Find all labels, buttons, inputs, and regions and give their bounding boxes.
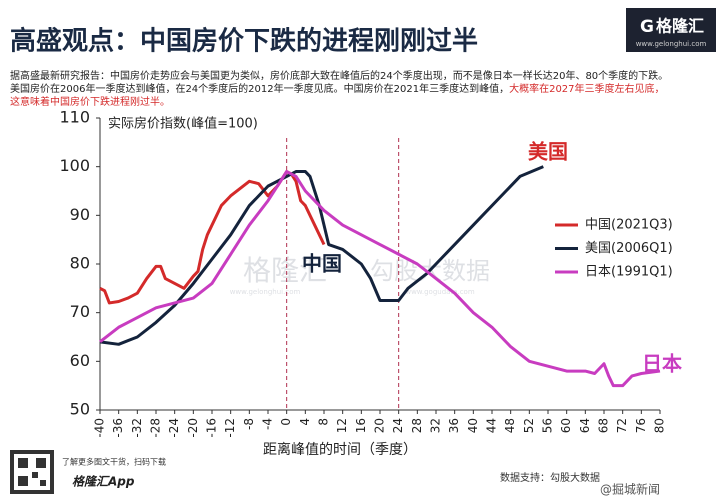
series-line — [99, 165, 544, 346]
x-tick-label: 68 — [597, 418, 611, 433]
x-tick-label: 80 — [653, 418, 667, 433]
logo: G — [640, 17, 654, 37]
title: 高盛观点：中国房价下跌的进程刚刚过半 — [10, 26, 478, 57]
y-tick-label: 50 — [70, 400, 90, 419]
watermark: www.gelonghui.com — [230, 288, 301, 296]
y-tick-label: 60 — [70, 351, 90, 370]
x-tick-label: 48 — [503, 418, 517, 433]
source: 数据支持：勾股大数据 — [500, 471, 600, 484]
y-tick-label: 90 — [70, 205, 90, 224]
x-tick-label: 60 — [559, 418, 573, 433]
note-highlight: 这意味着中国房价下跌进程刚过半。 — [10, 95, 170, 108]
app-name: 格隆汇App — [72, 475, 135, 489]
note: 据高盛最新研究报告：中国房价走势应会与美国更为类似，房价底部大致在峰值后的24个… — [10, 69, 668, 82]
x-tick-label: -40 — [93, 418, 107, 438]
x-tick-label: 52 — [522, 418, 536, 433]
x-tick-label: -16 — [205, 418, 219, 438]
x-tick-label: 28 — [410, 418, 424, 433]
x-tick-label: -12 — [223, 418, 237, 438]
x-tick-label: 36 — [447, 418, 461, 433]
x-tick-label: 32 — [429, 418, 443, 433]
y-tick-label: 110 — [59, 108, 90, 127]
weibo: @掘城新闻 — [600, 482, 660, 497]
watermark: 格隆汇 — [243, 254, 327, 287]
x-tick-label: 24 — [391, 418, 405, 433]
x-tick-label: -28 — [149, 418, 163, 438]
x-tick-label: 12 — [335, 418, 349, 433]
logo-text: 格隆汇 — [656, 17, 704, 36]
note: 美国房价在2006年一季度达到峰值，在24个季度后的2012年一季度见底。中国房… — [10, 82, 665, 95]
series-line — [99, 170, 661, 388]
annotation: 中国 — [302, 252, 342, 276]
qr-caption: 了解更多图文干货，扫码下载 — [62, 457, 166, 467]
x-tick-label: 64 — [578, 418, 592, 433]
y-tick-label: 80 — [70, 254, 90, 273]
x-tick-label: 72 — [615, 418, 629, 433]
x-tick-label: 44 — [485, 418, 499, 433]
y-tick-label: 100 — [59, 156, 90, 175]
x-tick-label: 0 — [279, 418, 293, 426]
logo-url: www.gelonghui.com — [636, 40, 707, 48]
x-tick-label: -36 — [111, 418, 125, 438]
x-tick-label: 20 — [373, 418, 387, 433]
x-tick-label: 40 — [466, 418, 480, 433]
x-tick-label: -20 — [186, 418, 200, 438]
legend-label: 美国(2006Q1) — [585, 241, 673, 256]
legend-label: 日本(1991Q1) — [585, 265, 673, 280]
x-tick-label: 16 — [354, 418, 368, 433]
annotation: 日本 — [642, 352, 682, 376]
x-tick-label: 76 — [634, 418, 648, 433]
x-tick-label: 56 — [541, 418, 555, 433]
x-tick-label: -24 — [167, 418, 181, 438]
x-tick-label: 4 — [298, 418, 312, 426]
x-tick-label: 8 — [317, 418, 331, 426]
legend-label: 中国(2021Q3) — [585, 218, 673, 233]
note-highlight: 大概率在2027年三季度左右见底， — [509, 82, 664, 95]
logo-box — [626, 8, 716, 52]
x-tick-label: -8 — [242, 418, 256, 430]
y-tick-label: 70 — [70, 302, 90, 321]
y-axis-label: 实际房价指数(峰值=100) — [108, 116, 258, 132]
x-tick-label: -32 — [130, 418, 144, 438]
x-axis-label: 距离峰值的时间（季度） — [263, 441, 417, 458]
x-tick-label: -4 — [261, 418, 275, 430]
watermark: www.gogudata.com — [405, 288, 474, 296]
annotation: 美国 — [528, 140, 568, 164]
note: 美国房价在2006年一季度达到峰值，在24个季度后的2012年一季度见底。中国房… — [10, 82, 509, 95]
qr-code — [10, 450, 54, 494]
